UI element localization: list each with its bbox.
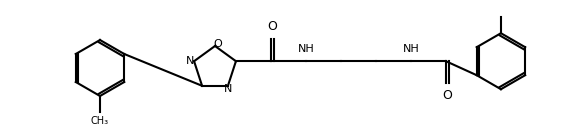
Text: N: N	[186, 56, 194, 66]
Text: O: O	[442, 89, 452, 102]
Text: O: O	[267, 20, 278, 33]
Text: CH₃: CH₃	[91, 116, 109, 126]
Text: O: O	[214, 39, 222, 49]
Text: NH: NH	[403, 44, 419, 54]
Text: NH: NH	[298, 44, 314, 54]
Text: N: N	[223, 84, 232, 94]
